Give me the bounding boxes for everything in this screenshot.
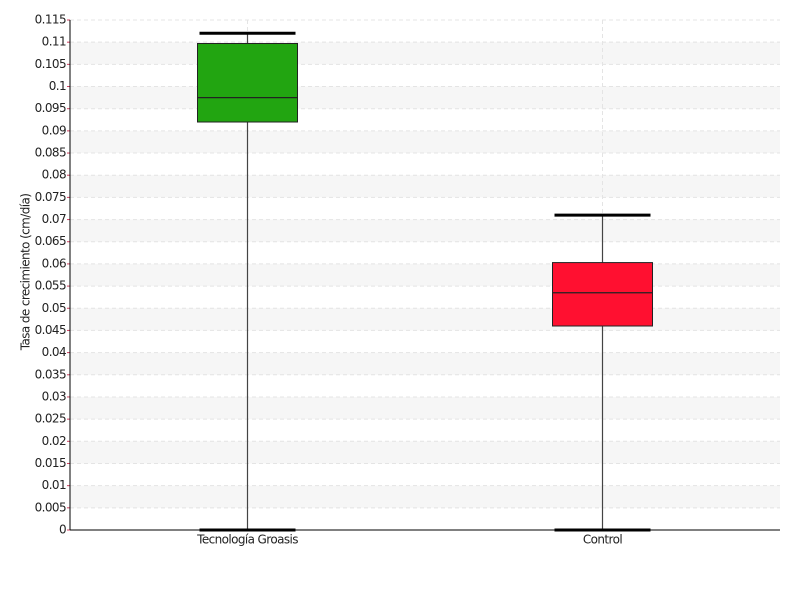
- grid-band: [70, 485, 780, 508]
- grid-band: [70, 86, 780, 109]
- y-tick-label: 0.03: [42, 389, 66, 403]
- y-tick-label: 0.07: [42, 212, 66, 226]
- y-tick-label: 0.045: [35, 323, 66, 337]
- grid-band: [70, 130, 780, 154]
- y-tick-label: 0.1: [49, 79, 66, 93]
- y-axis-label: Tasa de crecimiento (cm/día): [19, 194, 33, 352]
- y-tick-label: 0.08: [42, 168, 66, 182]
- y-tick-label: 0.04: [42, 345, 66, 359]
- y-tick-label: 0.075: [35, 190, 66, 204]
- x-tick-label: Tecnología Groasis: [196, 533, 298, 547]
- y-tick-label: 0.005: [35, 500, 66, 514]
- grid-band: [70, 175, 780, 198]
- y-tick-label: 0.085: [35, 146, 66, 160]
- grid-band: [70, 441, 780, 464]
- y-tick-label: 0.02: [42, 434, 66, 448]
- y-tick-label: 0.115: [35, 13, 66, 27]
- grid-band: [70, 352, 780, 375]
- grid-band: [70, 219, 780, 242]
- y-tick-label: 0.055: [35, 279, 66, 293]
- y-tick-label: 0.105: [35, 57, 66, 71]
- x-tick-label: Control: [583, 533, 622, 547]
- y-tick-label: 0.11: [42, 35, 66, 49]
- y-tick-label: 0.025: [35, 412, 66, 426]
- y-tick-label: 0.06: [42, 256, 66, 270]
- box: [197, 43, 298, 123]
- grid-band: [70, 42, 780, 65]
- y-tick-label: 0.01: [42, 478, 66, 492]
- y-tick-label: 0.035: [35, 367, 66, 381]
- y-tick-label: 0.05: [42, 301, 66, 315]
- box: [552, 262, 653, 327]
- grid-band: [70, 263, 780, 287]
- y-tick-label: 0.09: [42, 123, 66, 137]
- grid-band: [70, 308, 780, 331]
- y-tick-label: 0.015: [35, 456, 66, 470]
- y-tick-label: 0.065: [35, 234, 66, 248]
- y-tick-label: 0.095: [35, 101, 66, 115]
- grid-band: [70, 396, 780, 420]
- y-tick-label: 0: [59, 523, 66, 537]
